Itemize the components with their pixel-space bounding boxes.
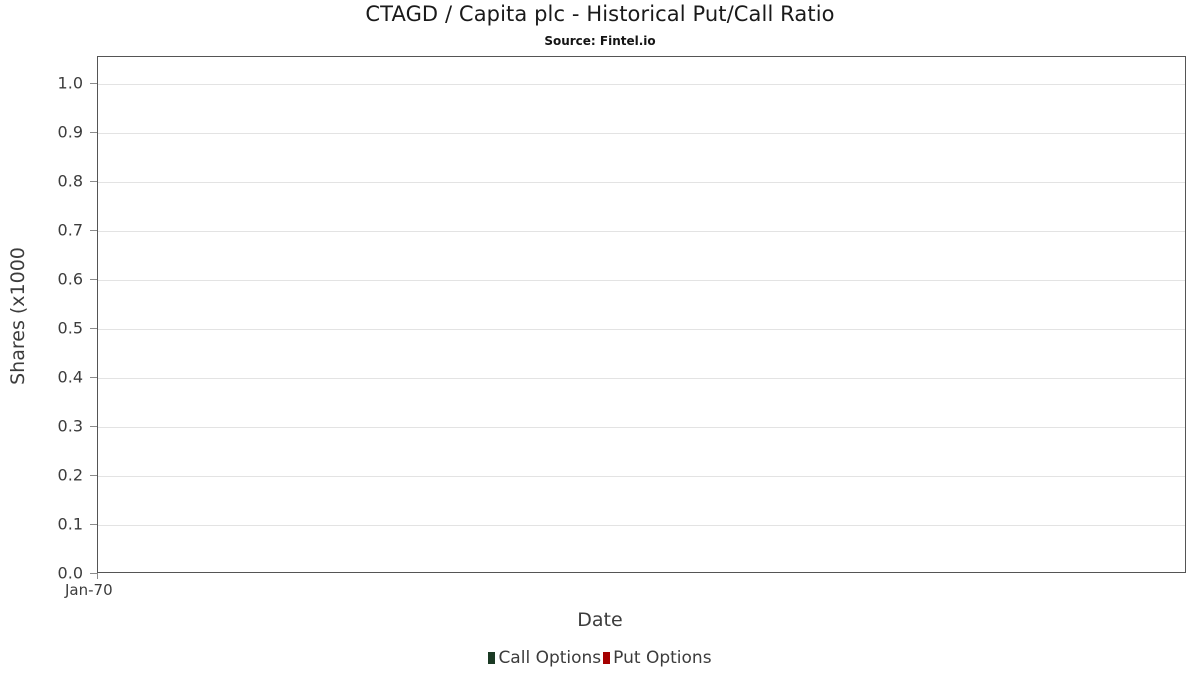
legend-square-red (603, 652, 611, 664)
y-axis-tick-mark (90, 328, 97, 329)
plot-area (97, 56, 1186, 573)
chart-legend: Call Options Put Options (0, 648, 1200, 668)
y-axis-tick-mark (90, 426, 97, 427)
y-axis-tick-mark (90, 279, 97, 280)
gridline (98, 378, 1185, 379)
gridline (98, 329, 1185, 330)
y-axis-tick-mark (90, 230, 97, 231)
y-axis-tick-label: 0.1 (57, 514, 83, 534)
chart-source-subtitle: Source: Fintel.io (544, 34, 656, 48)
y-axis-tick-mark (90, 181, 97, 182)
gridline (98, 427, 1185, 428)
gridline (98, 133, 1185, 134)
x-axis-tick-mark (97, 573, 98, 579)
y-axis-tick-label: 0.8 (57, 171, 83, 191)
gridline (98, 182, 1185, 183)
legend-item[interactable]: Call Options (488, 648, 601, 668)
y-axis-tick-mark (90, 83, 97, 84)
gridline (98, 280, 1185, 281)
gridline (98, 84, 1185, 85)
y-axis-label: Shares (x1000 (7, 247, 29, 385)
y-axis-tick-mark (90, 377, 97, 378)
y-axis-tick-label: 0.5 (57, 318, 83, 338)
gridline (98, 231, 1185, 232)
y-axis-tick-mark (90, 475, 97, 476)
x-axis-tick-label: Jan-70 (65, 581, 113, 599)
x-axis-label: Date (577, 609, 623, 631)
y-axis-tick-label: 0.2 (57, 465, 83, 485)
y-axis-tick-mark (90, 573, 97, 574)
y-axis: 0.0 0.1 0.2 0.3 0.4 0.5 0.6 0.7 0.8 0.9 1.0 (0, 0, 97, 675)
y-axis-tick-label: 0.0 (57, 563, 83, 583)
y-axis-tick-label: 1.0 (57, 73, 83, 93)
legend-item[interactable]: Put Options (603, 648, 712, 668)
gridline (98, 476, 1185, 477)
y-axis-tick-label: 0.4 (57, 367, 83, 387)
chart-title: CTAGD / Capita plc - Historical Put/Call… (365, 2, 835, 26)
y-axis-tick-mark (90, 524, 97, 525)
legend-label: Put Options (613, 648, 712, 668)
legend-label: Call Options (498, 648, 602, 668)
legend-square-green (488, 652, 496, 664)
gridline (98, 525, 1185, 526)
y-axis-tick-mark (90, 132, 97, 133)
y-axis-tick-label: 0.6 (57, 269, 83, 289)
y-axis-tick-label: 0.3 (57, 416, 83, 436)
y-axis-tick-label: 0.7 (57, 220, 83, 240)
y-axis-tick-label: 0.9 (57, 122, 83, 142)
